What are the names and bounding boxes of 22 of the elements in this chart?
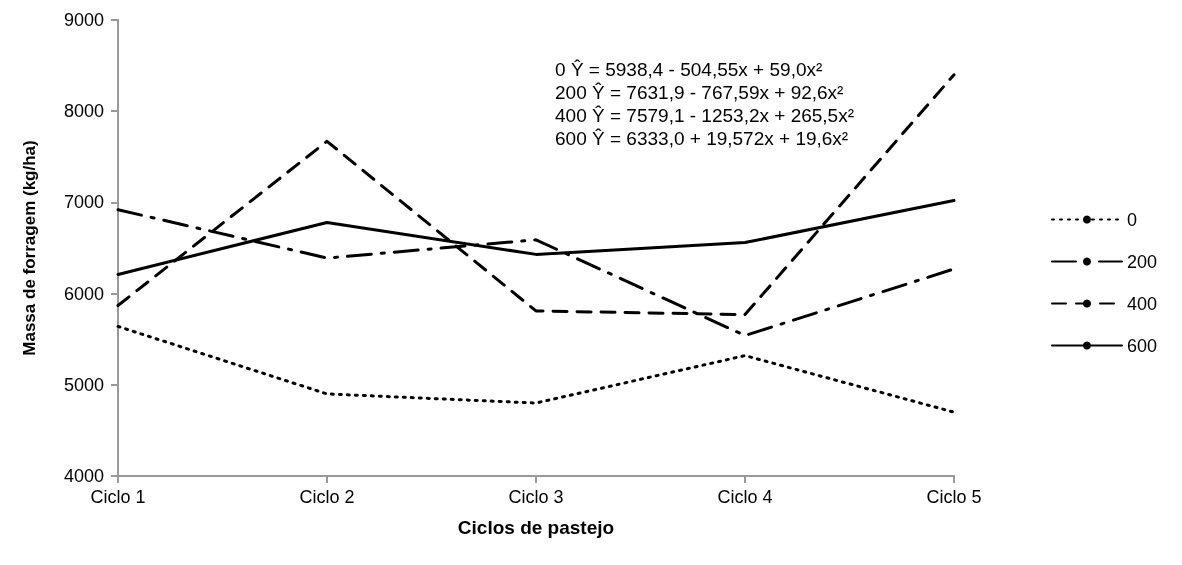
x-axis-title: Ciclos de pastejo bbox=[457, 517, 615, 538]
annotation: 0 Ŷ = 5938,4 - 504,55x + 59,0x² bbox=[555, 59, 823, 80]
legend-label: 0 bbox=[1126, 209, 1137, 230]
x-tick-label: Ciclo 2 bbox=[299, 487, 355, 507]
y-tick-label: 8000 bbox=[63, 101, 104, 122]
y-tick-label: 4000 bbox=[63, 466, 104, 486]
y-axis-title: Massa de forragem (kg/ha) bbox=[20, 140, 39, 356]
annotation: 200 Ŷ = 7631,9 - 767,59x + 92,6x² bbox=[555, 82, 844, 103]
x-tick-label: Ciclo 3 bbox=[508, 487, 564, 507]
x-tick-label: Ciclo 1 bbox=[90, 487, 146, 507]
x-tick-label: Ciclo 5 bbox=[926, 487, 982, 507]
legend-label: 400 bbox=[1126, 293, 1158, 314]
legend-label: 600 bbox=[1126, 335, 1158, 356]
line-series bbox=[116, 324, 956, 414]
y-tick-label: 6000 bbox=[63, 283, 104, 304]
x-tick-label: Ciclo 4 bbox=[717, 487, 773, 507]
annotation: 600 Ŷ = 6333,0 + 19,572x + 19,6x² bbox=[555, 128, 849, 149]
y-tick-label: 5000 bbox=[63, 374, 104, 395]
annotation: 400 Ŷ = 7579,1 - 1253,2x + 265,5x² bbox=[555, 105, 855, 126]
legend-label: 200 bbox=[1126, 251, 1158, 272]
y-tick-label: 9000 bbox=[63, 10, 104, 30]
y-tick-label: 7000 bbox=[63, 192, 104, 213]
